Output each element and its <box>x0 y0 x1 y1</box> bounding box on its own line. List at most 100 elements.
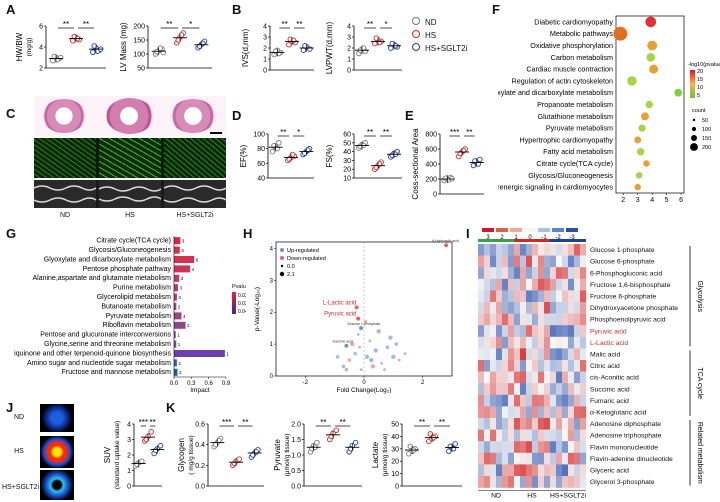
heatmap-cell <box>508 394 515 407</box>
color-legend-tick: 5 <box>697 93 700 99</box>
bar-count-label: 3 <box>180 286 183 291</box>
heatmap-cell <box>544 383 551 395</box>
y-tick-label: 60 <box>257 161 265 168</box>
heatmap-cell <box>520 267 527 279</box>
heatmap-cell <box>478 418 485 430</box>
heatmap-cell <box>568 406 575 419</box>
heatmap-cell <box>490 476 497 488</box>
heatmap-row-label: Glucose 1-phosphate <box>590 247 655 254</box>
heatmap-cell <box>502 452 509 465</box>
heatmap-cell <box>568 383 575 395</box>
column-group-label: ND <box>491 493 501 500</box>
heatmap-cell <box>532 336 539 349</box>
heatmap-cell <box>544 371 551 384</box>
heatmap-cell <box>496 313 503 326</box>
bubble <box>649 64 659 74</box>
y-tick-label: 0.4 <box>195 442 205 449</box>
heatmap-cell <box>484 452 491 465</box>
heatmap-cell <box>508 255 515 268</box>
metabolite-point <box>370 364 375 369</box>
heatmap-cell <box>544 441 551 453</box>
heatmap-cell <box>532 418 539 430</box>
y-tick-label: 0.2 <box>195 463 205 470</box>
heatmap-cell <box>478 348 485 361</box>
heatmap-cell <box>490 302 497 314</box>
size-legend-dot <box>690 143 698 151</box>
echo-mmode-row <box>33 180 227 208</box>
heatmap-cell <box>580 371 587 384</box>
heatmap-cell <box>478 360 485 372</box>
chart-heatmap: 3 2 1 0 -1 -2 -3 Glucose 1-phosphate Glucose 6-p… <box>478 228 703 500</box>
y-tick-label: 4 <box>39 45 43 52</box>
bubble <box>646 53 656 62</box>
data-point <box>477 156 483 163</box>
heatmap-cell <box>562 383 569 395</box>
heatmap-cell <box>556 278 563 291</box>
heatmap-cell <box>502 476 509 488</box>
heatmap-cell <box>550 406 557 419</box>
heatmap-cell <box>532 278 539 291</box>
size-legend-label: 50 <box>702 118 708 124</box>
pvalue-legend-tick: 0.02 <box>238 293 246 299</box>
scale-swatch <box>496 228 508 232</box>
y-tick-label: 50 <box>343 140 351 147</box>
heatmap-cell <box>508 452 515 465</box>
heatmap-cell <box>568 429 575 442</box>
heatmap-row-label: L-Lactic acid <box>590 340 628 347</box>
heatmap-cell <box>490 278 497 291</box>
heatmap-cell <box>574 383 581 395</box>
heatmap-cell <box>490 441 497 453</box>
heatmap-cell <box>538 325 545 337</box>
heatmap-cell <box>550 383 557 395</box>
heatmap-cell <box>508 348 515 361</box>
heatmap-cell <box>544 336 551 349</box>
heatmap-cell <box>532 360 539 372</box>
heatmap-cell <box>556 360 563 372</box>
bar-count-label: 1 <box>226 351 229 356</box>
bubble <box>647 40 658 51</box>
wga-image-hs <box>99 138 161 178</box>
heatmap-cell <box>574 325 581 337</box>
heatmap-row-label: Flavin mononucleotide <box>590 444 658 451</box>
heatmap-cell <box>478 313 485 326</box>
heatmap-cell <box>508 429 515 442</box>
x-tick-label: -2 <box>303 380 309 386</box>
heatmap-cell <box>556 464 563 477</box>
heatmap-cell <box>562 290 569 303</box>
heatmap-cell <box>496 302 503 314</box>
heatmap-cell <box>550 244 557 256</box>
heatmap-cell <box>502 348 509 361</box>
data-point <box>236 456 242 462</box>
data-point <box>289 151 296 158</box>
heatmap-row-label: cis-Aconitic acid <box>590 375 639 382</box>
heatmap-cell <box>490 244 497 256</box>
chart-pathway-impact: Citrate cycle(TCA cycle) 3 Glycosis/Glucon… <box>14 236 246 394</box>
heatmap-cell <box>556 290 563 303</box>
legend-down-label: Down-regulated <box>287 256 326 262</box>
heatmap-cell <box>538 278 545 291</box>
heatmap-cell <box>532 255 539 268</box>
heatmap-cell <box>568 360 575 372</box>
y-tick-label: 10 <box>391 471 399 478</box>
heatmap-cell <box>538 371 545 384</box>
heatmap-cell <box>574 429 581 442</box>
y-tick-label: 4 <box>270 246 274 252</box>
data-point <box>148 429 154 435</box>
bubble <box>627 76 637 86</box>
heatmap-cell <box>514 394 521 407</box>
panel-label-j: J <box>6 400 14 415</box>
heatmap-cell <box>562 418 569 430</box>
size-legend-dot <box>692 118 696 122</box>
heatmap-row-label: Phosphoenolpyruvic acid <box>590 317 666 324</box>
heatmap-row-label: 6-Phosphogluconic acid <box>590 270 662 277</box>
heatmap-cell <box>514 302 521 314</box>
heatmap-cell <box>532 371 539 384</box>
heatmap-cell <box>562 244 569 256</box>
pathway-label: Pentose phosphate pathway <box>83 266 172 273</box>
pathway-label: Regulation of actin cytoskeleton <box>512 76 614 85</box>
y-tick-label: 20 <box>391 459 399 466</box>
heatmap-row-label: Fructose 6-phosphate <box>590 294 656 301</box>
heatmap-cell <box>562 267 569 279</box>
bar-count-label: 4 <box>183 314 186 319</box>
data-point <box>407 443 414 450</box>
